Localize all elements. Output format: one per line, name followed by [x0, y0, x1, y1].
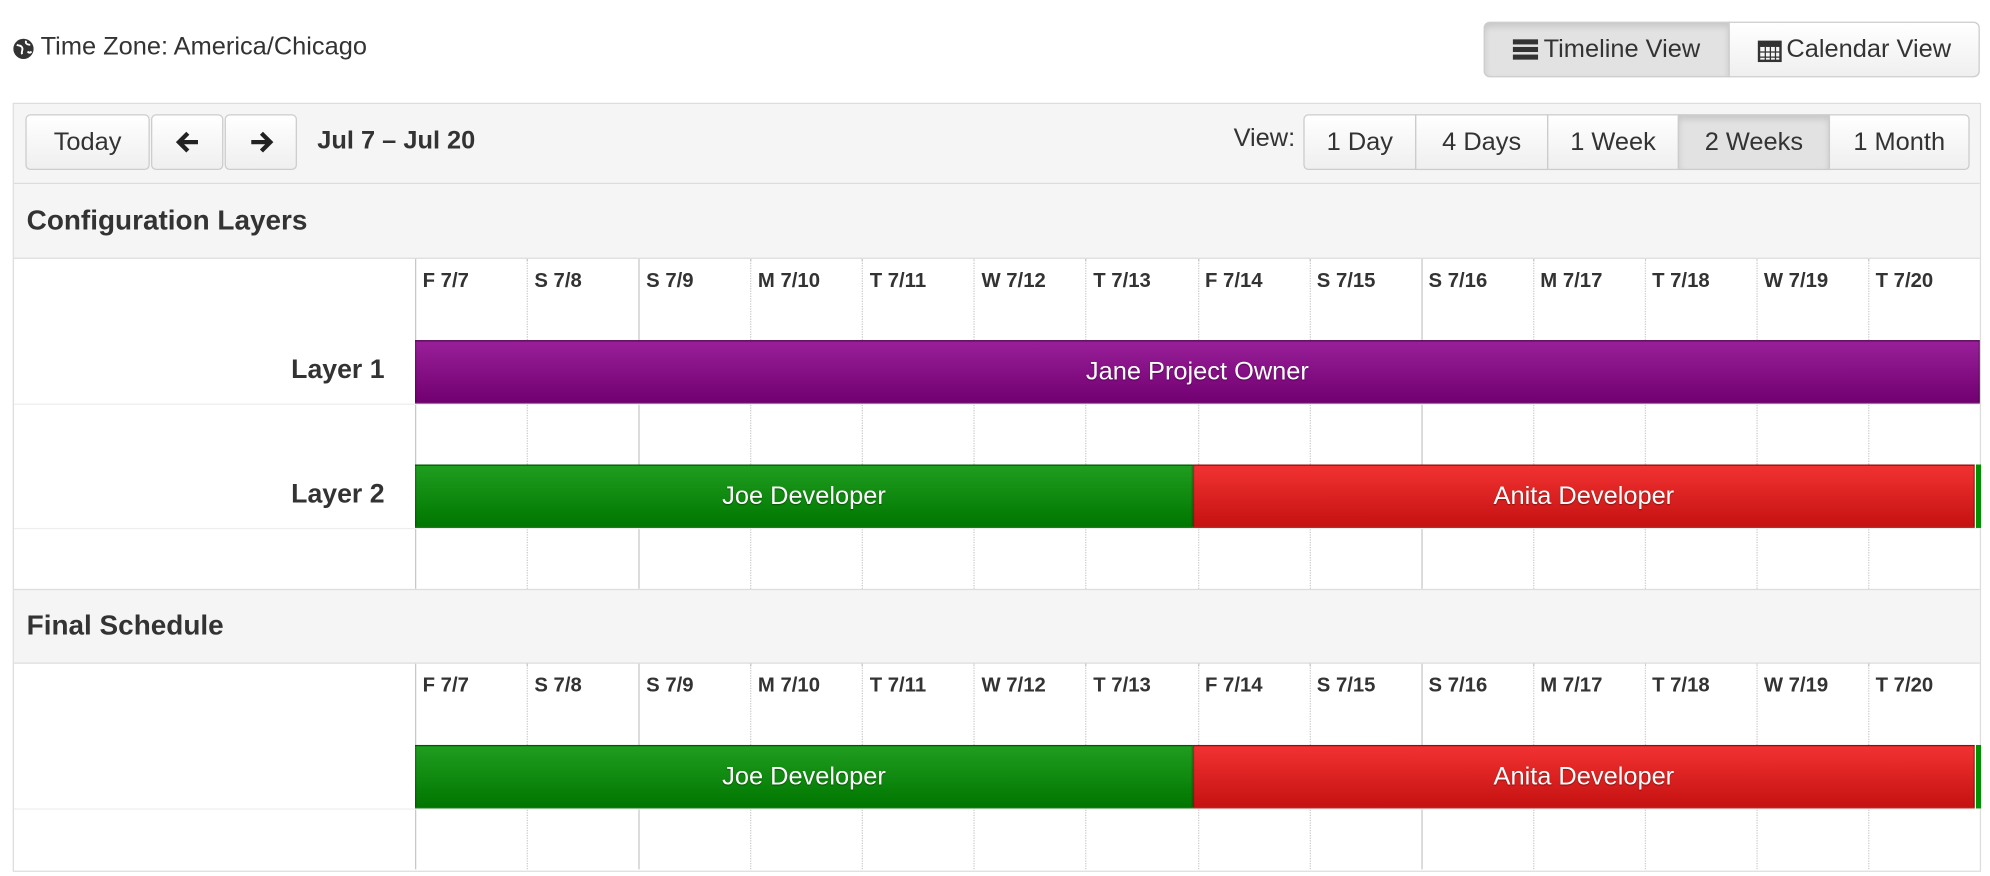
shift-bar[interactable]: Joe Developer — [414, 464, 1193, 528]
day-divider — [1085, 258, 1087, 589]
shift-bar[interactable]: Joe Developer — [414, 744, 1193, 809]
section-header — [13, 184, 1980, 259]
shift-name: Joe Developer — [722, 481, 886, 510]
date-range: Jul 7 – Jul 20 — [317, 126, 476, 155]
day-label: F 7/7 — [422, 270, 469, 292]
day-divider — [1420, 258, 1423, 589]
day-label: F 7/14 — [1205, 270, 1263, 292]
day-divider — [750, 258, 752, 589]
section-title: Configuration Layers — [26, 204, 308, 237]
shift-bar[interactable]: Jane Project Owner — [414, 340, 1980, 404]
globe-icon — [13, 38, 34, 59]
view-button[interactable]: 1 Day — [1303, 114, 1417, 171]
shift-continuation — [1975, 744, 1982, 809]
day-label: S 7/16 — [1428, 270, 1488, 292]
day-label: M 7/17 — [1540, 270, 1603, 292]
view-button[interactable]: 2 Weeks — [1677, 114, 1831, 171]
prev-button[interactable] — [151, 114, 224, 171]
day-label: T 7/18 — [1652, 270, 1710, 292]
next-button[interactable] — [224, 114, 297, 171]
shift-continuation — [1975, 464, 1982, 528]
day-divider — [1644, 258, 1646, 589]
day-divider — [1197, 258, 1199, 589]
layer-label: Layer 2 — [291, 479, 385, 509]
day-label: W 7/12 — [981, 270, 1046, 292]
day-divider — [638, 258, 640, 589]
day-label: F 7/14 — [1205, 675, 1263, 697]
shift-name: Anita Developer — [1493, 762, 1675, 791]
day-label: M 7/10 — [757, 675, 820, 697]
day-label: S 7/15 — [1316, 270, 1376, 292]
view-button[interactable]: 1 Week — [1547, 114, 1680, 171]
shift-name: Joe Developer — [722, 762, 886, 791]
day-label: W 7/19 — [1763, 675, 1829, 697]
day-label: M 7/10 — [757, 270, 820, 292]
day-label: F 7/7 — [422, 675, 469, 697]
view-button[interactable]: 4 Days — [1415, 114, 1549, 171]
timezone: Time Zone: America/Chicago — [40, 32, 367, 61]
section-header — [13, 588, 1980, 664]
timeline-view-button[interactable]: Timeline View — [1483, 21, 1730, 78]
view-button[interactable]: 1 Month — [1828, 114, 1970, 171]
view-label: View: — [1233, 124, 1296, 153]
day-label: S 7/8 — [534, 675, 582, 697]
calendar-icon — [1757, 39, 1782, 62]
day-divider — [414, 258, 417, 589]
day-divider — [973, 258, 976, 589]
label: Calendar View — [1786, 34, 1952, 63]
day-divider — [1532, 258, 1534, 589]
day-label: T 7/11 — [869, 270, 927, 292]
day-divider — [414, 663, 417, 870]
section-title: Final Schedule — [26, 609, 224, 641]
day-label: S 7/8 — [534, 270, 582, 292]
shift-name: Anita Developer — [1493, 481, 1675, 510]
day-label: T 7/11 — [869, 675, 927, 697]
label: Timeline View — [1543, 34, 1701, 63]
day-label: T 7/13 — [1093, 675, 1151, 697]
row-spacer — [13, 527, 1980, 589]
day-divider — [1756, 258, 1758, 589]
row-spacer — [13, 808, 1980, 869]
day-label: S 7/9 — [646, 270, 694, 292]
calendar-view-button[interactable]: Calendar View — [1728, 21, 1980, 78]
day-label: T 7/18 — [1652, 675, 1710, 697]
day-label: S 7/15 — [1316, 675, 1376, 697]
arrow-right — [250, 131, 273, 153]
layer-label: Layer 1 — [291, 355, 385, 385]
shift-bar[interactable]: Anita Developer — [1192, 464, 1975, 528]
row-spacer — [13, 403, 1980, 465]
day-divider — [526, 258, 529, 589]
day-divider — [1309, 258, 1311, 589]
day-label: W 7/12 — [981, 675, 1046, 697]
day-label: W 7/19 — [1763, 270, 1829, 292]
day-divider — [1868, 258, 1870, 589]
arrow-left — [175, 131, 198, 153]
day-label: T 7/20 — [1875, 675, 1934, 697]
day-label: T 7/20 — [1875, 270, 1934, 292]
list-icon — [1513, 39, 1539, 60]
shift-name: Jane Project Owner — [1085, 357, 1309, 386]
day-label: S 7/16 — [1428, 675, 1488, 697]
day-label: M 7/17 — [1540, 675, 1603, 697]
day-label: T 7/13 — [1093, 270, 1151, 292]
day-divider — [862, 258, 864, 589]
shift-bar[interactable]: Anita Developer — [1192, 744, 1975, 809]
day-label: S 7/9 — [646, 675, 694, 697]
today-button[interactable]: Today — [25, 114, 150, 171]
